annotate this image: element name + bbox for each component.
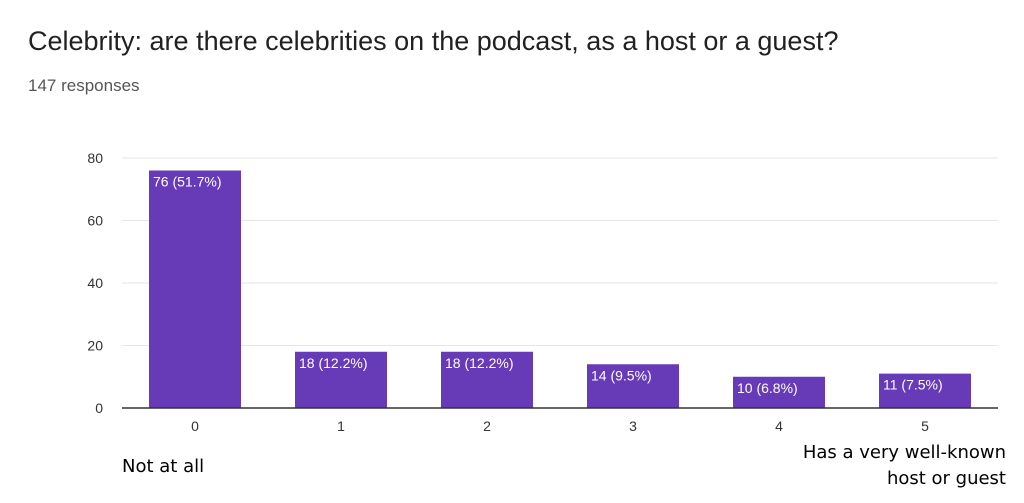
bar [733,376,825,408]
x-tick-label: 1 [337,418,345,434]
bar [149,170,241,408]
y-tick-label: 60 [87,213,103,229]
y-tick-label: 40 [87,275,103,291]
data-label: 10 (6.8%) [737,380,798,396]
bar [587,364,679,408]
data-label: 18 (12.2%) [299,355,367,371]
response-count: 147 responses [28,76,140,95]
y-tick-label: 0 [95,400,103,416]
scale-high-label: Has a very well-known host or guest [803,440,1006,492]
scale-low-label: Not at all [122,456,205,477]
y-tick-label: 80 [87,150,103,166]
x-tick-label: 3 [629,418,637,434]
data-label: 14 (9.5%) [591,367,652,383]
bar [295,351,387,408]
data-label: 18 (12.2%) [445,355,513,371]
bar [879,373,971,408]
scale-high-label-line1: Has a very well-known [802,442,1006,463]
x-tick-label: 5 [921,418,929,434]
data-label: 11 (7.5%) [883,377,943,393]
x-tick-label: 0 [191,418,199,434]
x-tick-label: 4 [775,418,783,434]
x-tick-label: 2 [483,418,491,434]
y-tick-label: 20 [87,338,103,354]
chart-title: Celebrity: are there celebrities on the … [28,26,839,56]
data-label: 76 (51.7%) [153,174,221,190]
bar [441,351,533,408]
scale-high-label-line2: host or guest [886,468,1006,489]
